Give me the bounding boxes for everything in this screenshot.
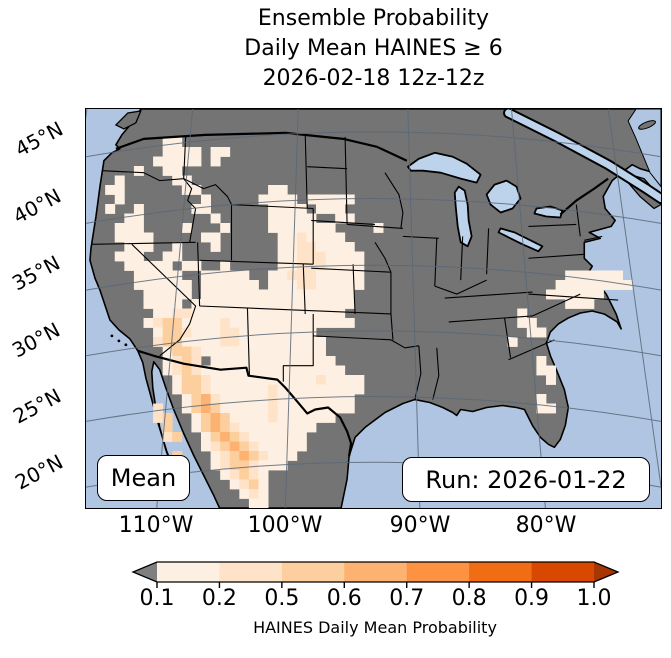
lat-label-20n: 20°N (11, 449, 67, 495)
us-mexico-border (137, 349, 353, 457)
lat-label-35n: 35°N (8, 250, 64, 296)
lake-michigan (453, 185, 473, 248)
mean-badge: Mean (97, 455, 190, 501)
colorbar-tick-label: 0.7 (389, 586, 425, 611)
colorbar-tick-label: 0.5 (264, 586, 300, 611)
colorbar-svg (131, 561, 620, 588)
lake-erie (497, 227, 544, 253)
st-lawrence (503, 109, 661, 205)
lat-label-45n: 45°N (11, 116, 67, 162)
lake-ontario (533, 205, 564, 219)
colorbar-tick-label: 1.0 (576, 586, 612, 611)
map-canvas (85, 108, 662, 509)
us-canada-border (115, 131, 408, 162)
lon-label-110w: 110°W (118, 513, 194, 538)
lat-label-30n: 30°N (8, 317, 64, 363)
title-line-2: Daily Mean HAINES ≥ 6 (244, 36, 503, 61)
us-canada-border-east (559, 177, 609, 216)
lon-label-80w: 80°W (515, 513, 577, 538)
colorbar-tick-label: 0.1 (139, 586, 175, 611)
lake-superior (406, 151, 482, 184)
colorbar-axis-label: HAINES Daily Mean Probability (253, 618, 497, 637)
colorbar-tick-label: 0.2 (201, 586, 237, 611)
colorbar (130, 560, 630, 592)
anticosti-island (638, 120, 656, 130)
title-line-3: 2026-02-18 12z-12z (262, 66, 485, 91)
colorbar-tick-label: 0.9 (514, 586, 550, 611)
lon-label-90w: 90°W (389, 513, 451, 538)
country-borders (115, 131, 609, 457)
graticule (86, 109, 661, 508)
colorbar-tick-label: 0.6 (326, 586, 362, 611)
lon-label-100w: 100°W (247, 513, 323, 538)
probability-cells (105, 137, 633, 508)
map-svg (86, 109, 661, 508)
colorbar-tick-label: 0.8 (451, 586, 487, 611)
lat-label-40n: 40°N (9, 183, 65, 229)
lat-label-25n: 25°N (9, 383, 65, 429)
title-line-1: Ensemble Probability (257, 6, 490, 31)
channel-islands (110, 334, 128, 347)
run-date-badge: Run: 2026-01-22 (402, 457, 650, 502)
vancouver-island (114, 110, 142, 130)
